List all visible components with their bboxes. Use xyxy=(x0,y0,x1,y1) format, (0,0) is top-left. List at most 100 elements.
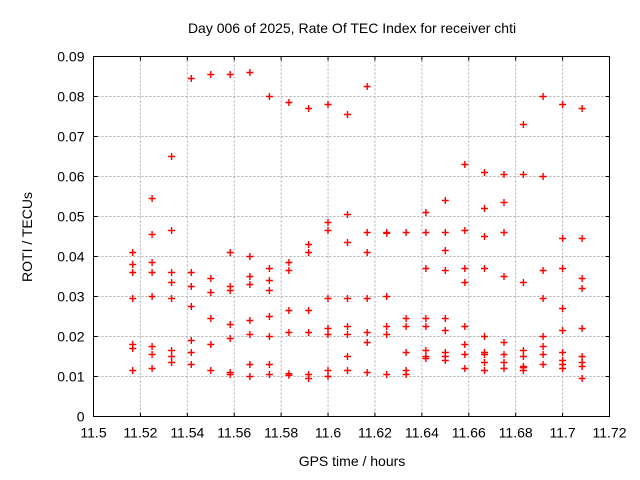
grid-lines xyxy=(93,56,610,417)
data-point xyxy=(422,355,430,362)
data-point xyxy=(148,269,156,276)
y-tick-label: 0.08 xyxy=(57,89,84,105)
data-point xyxy=(461,279,469,286)
data-point xyxy=(265,313,273,320)
data-point xyxy=(422,315,430,322)
data-point xyxy=(168,295,176,302)
data-point xyxy=(148,231,156,238)
data-point xyxy=(324,367,332,374)
data-point xyxy=(578,275,586,282)
data-point xyxy=(461,341,469,348)
data-point xyxy=(559,365,567,372)
data-point xyxy=(324,227,332,234)
data-point xyxy=(500,171,508,178)
data-point xyxy=(187,349,195,356)
data-point xyxy=(539,93,547,100)
x-tick-label: 11.58 xyxy=(264,425,298,441)
data-point xyxy=(539,267,547,274)
data-point xyxy=(461,365,469,372)
data-point xyxy=(246,331,254,338)
data-point xyxy=(265,93,273,100)
x-tick-label: 11.72 xyxy=(593,425,627,441)
data-point xyxy=(187,283,195,290)
data-point xyxy=(481,359,488,366)
data-point xyxy=(422,209,430,216)
data-point xyxy=(402,229,410,236)
data-point xyxy=(519,121,527,128)
data-point xyxy=(402,349,410,356)
data-point xyxy=(539,173,547,180)
data-point xyxy=(305,375,313,382)
data-point xyxy=(539,333,547,340)
data-point xyxy=(441,229,449,236)
x-tick-label: 11.66 xyxy=(452,425,486,441)
data-point xyxy=(148,343,156,350)
data-point xyxy=(187,337,195,344)
data-point xyxy=(481,265,488,272)
data-point xyxy=(207,71,215,78)
data-point xyxy=(285,267,293,274)
data-point xyxy=(519,171,527,178)
data-point xyxy=(265,333,273,340)
series-ROTI xyxy=(129,69,586,382)
data-point xyxy=(383,229,391,237)
x-tick-label: 11.7 xyxy=(549,425,575,441)
data-point xyxy=(344,353,351,360)
data-point xyxy=(168,227,176,234)
data-point xyxy=(383,331,391,338)
x-tick-label: 11.54 xyxy=(170,425,204,441)
data-point xyxy=(207,367,215,374)
y-tick-label: 0 xyxy=(77,409,85,425)
x-tick-label: 11.68 xyxy=(499,425,533,441)
data-point xyxy=(305,241,313,248)
data-point xyxy=(305,329,313,336)
data-point xyxy=(441,327,449,334)
data-point xyxy=(461,227,469,234)
data-point xyxy=(539,361,547,368)
y-tick-label: 0.09 xyxy=(57,49,84,65)
data-point xyxy=(363,329,371,336)
data-point xyxy=(461,161,469,168)
data-point xyxy=(578,375,586,382)
data-point xyxy=(344,211,351,218)
data-point xyxy=(148,351,156,358)
data-point xyxy=(246,281,254,288)
x-tick-label: 11.64 xyxy=(405,425,439,441)
data-point xyxy=(285,371,293,379)
data-point xyxy=(461,323,469,330)
data-point xyxy=(402,323,410,330)
data-point xyxy=(207,315,215,322)
data-point xyxy=(481,233,488,240)
x-tick-labels: 11.5 11.52 11.54 11.56 11.58 11.6 11.62 11.64 11… xyxy=(80,425,626,441)
data-point xyxy=(187,303,195,310)
data-point xyxy=(226,371,234,378)
data-point xyxy=(148,259,156,266)
data-point xyxy=(246,273,254,280)
x-tick-label: 11.52 xyxy=(123,425,157,441)
data-point xyxy=(148,293,156,300)
data-point xyxy=(207,275,215,282)
data-point xyxy=(383,293,391,300)
tick-marks xyxy=(93,56,610,417)
data-point xyxy=(265,277,273,284)
data-point xyxy=(305,307,313,314)
y-tick-labels: 0 0.01 0.02 0.03 0.04 0.05 0.06 0.07 0.08 0.09 xyxy=(57,49,84,425)
data-point xyxy=(265,265,273,272)
data-point xyxy=(500,365,508,372)
data-point xyxy=(129,249,137,256)
data-point xyxy=(226,287,234,294)
data-point xyxy=(285,259,293,266)
data-point xyxy=(246,317,254,324)
data-point xyxy=(324,325,332,332)
x-tick-label: 11.6 xyxy=(315,425,341,441)
data-point xyxy=(226,71,234,78)
data-point xyxy=(539,295,547,302)
data-point xyxy=(559,265,567,272)
data-point xyxy=(187,361,195,368)
data-point xyxy=(481,205,488,212)
data-point xyxy=(226,335,234,342)
data-point xyxy=(422,347,430,354)
data-point xyxy=(265,371,273,378)
data-point xyxy=(344,323,351,330)
